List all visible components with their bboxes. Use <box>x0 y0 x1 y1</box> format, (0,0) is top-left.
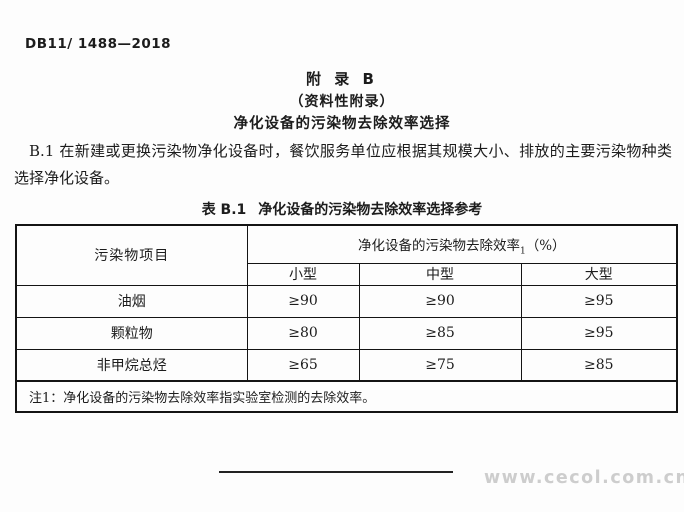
watermark-text: www.cecol.com.cn <box>484 468 684 488</box>
footer-divider-line <box>219 471 453 473</box>
value-small: ≥80 <box>246 316 360 350</box>
value-small: ≥90 <box>246 284 360 318</box>
pollutant-column-header: 污染物项目 <box>15 224 248 286</box>
table-header-row-2: 小型 中型 大型 <box>16 262 678 286</box>
value-large: ≥95 <box>520 284 678 318</box>
appendix-subtitle: （资料性附录） <box>289 94 395 110</box>
appendix-title-block: 附 录 B （资料性附录） 净化设备的污染物去除效率选择 <box>0 68 684 135</box>
table-header-row-1: 污染物项目 净化设备的污染物去除效率1（%） <box>15 224 678 286</box>
value-small: ≥65 <box>246 348 360 382</box>
table-row-particulates: 颗粒物 ≥80 ≥85 ≥95 <box>15 316 678 350</box>
table-row-nmhc: 非甲烷总烃 ≥65 ≥75 ≥85 <box>15 348 678 382</box>
efficiency-group-header: 净化设备的污染物去除效率1（%） <box>246 224 678 264</box>
value-large: ≥85 <box>520 348 678 382</box>
size-header-small: 小型 <box>246 262 360 286</box>
value-large: ≥95 <box>520 316 678 350</box>
value-medium: ≥85 <box>358 316 522 350</box>
pollutant-name: 非甲烷总烃 <box>15 348 248 382</box>
clause-b1-paragraph: B.1 在新建或更换污染物净化设备时，餐饮服务单位应根据其规模大小、排放的主要污… <box>14 142 672 187</box>
value-medium: ≥90 <box>358 284 522 318</box>
size-header-large: 大型 <box>520 262 678 286</box>
appendix-heading: 净化设备的污染物去除效率选择 <box>233 116 451 132</box>
standard-number: DB11/ 1488—2018 <box>25 36 172 52</box>
efficiency-group-unit: （%） <box>525 238 566 255</box>
footnote-marker: 1 <box>519 246 526 257</box>
pollutant-name: 油烟 <box>15 284 248 318</box>
size-header-medium: 中型 <box>358 262 522 286</box>
table-note: 注1：净化设备的污染物去除效率指实验室检测的去除效率。 <box>15 380 678 413</box>
table-caption: 表 B.1 净化设备的污染物去除效率选择参考 <box>0 199 684 219</box>
pollutant-name: 颗粒物 <box>15 316 248 350</box>
table-caption-title: 净化设备的污染物去除效率选择参考 <box>258 202 483 218</box>
appendix-title: 附 录 B <box>306 70 378 88</box>
table-note-row: 注1：净化设备的污染物去除效率指实验室检测的去除效率。 <box>15 380 678 413</box>
efficiency-group-label: 净化设备的污染物去除效率 <box>357 238 520 255</box>
table-row-oil-fume: 油烟 ≥90 ≥90 ≥95 <box>15 284 678 318</box>
value-medium: ≥75 <box>358 348 522 382</box>
table-caption-label: 表 B.1 <box>201 202 247 218</box>
removal-efficiency-table: 污染物项目 净化设备的污染物去除效率1（%） 小型 中型 大型 油烟 ≥90 ≥… <box>15 224 678 413</box>
